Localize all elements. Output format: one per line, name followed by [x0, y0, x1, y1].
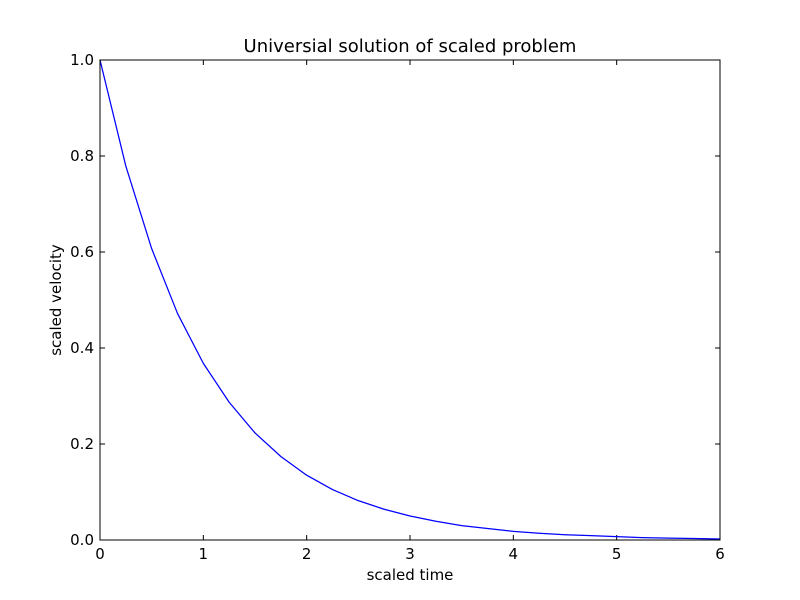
y-tick-label: 0.0 — [70, 531, 94, 549]
y-axis-label: scaled velocity — [47, 244, 65, 356]
y-tick-label: 0.6 — [70, 243, 94, 261]
x-tick-label: 5 — [612, 545, 622, 563]
x-tick-label: 4 — [509, 545, 519, 563]
chart-title: Universial solution of scaled problem — [244, 36, 577, 57]
plot-frame — [99, 59, 721, 541]
y-tick-label: 0.8 — [70, 147, 94, 165]
y-tick-label: 0.2 — [70, 435, 94, 453]
axis-tick-labels: 0 1 2 3 4 5 6 0.0 0.2 0.4 0.6 0.8 1.0 — [70, 51, 725, 563]
x-axis-label: scaled time — [367, 566, 454, 584]
x-tick-label: 6 — [715, 545, 725, 563]
series-line — [99, 59, 721, 540]
plot-area — [100, 60, 720, 540]
y-tick-label: 1.0 — [70, 51, 94, 69]
x-tick-label: 0 — [95, 545, 105, 563]
x-tick-label: 1 — [199, 545, 209, 563]
x-tick-label: 2 — [302, 545, 312, 563]
series-layer — [99, 59, 721, 540]
x-tick-label: 3 — [405, 545, 415, 563]
y-tick-label: 0.4 — [70, 339, 94, 357]
